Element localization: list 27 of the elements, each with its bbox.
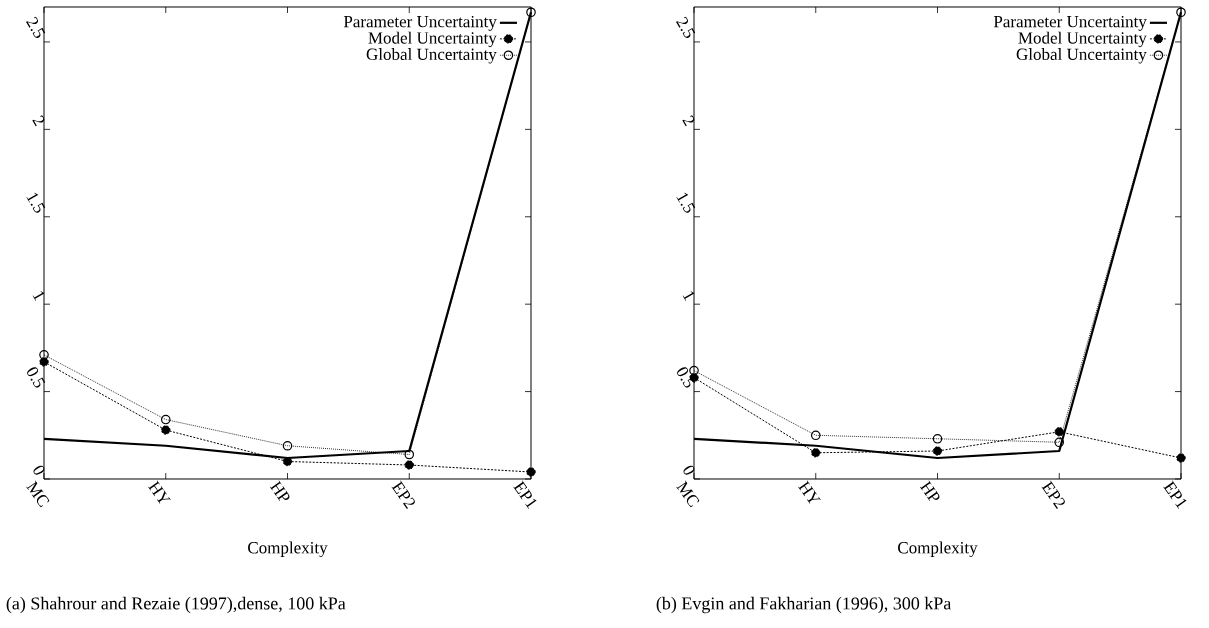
y-tick-label: 0.5: [27, 367, 46, 388]
x-tick-label: HP: [269, 480, 290, 501]
legend-label: Parameter Uncertainty: [993, 15, 1147, 31]
x-tick-label: HY: [148, 480, 171, 504]
y-tick-label: 1.5: [26, 192, 46, 213]
x-tick-label: MC: [676, 480, 700, 508]
legend-label: Model Uncertainty: [368, 31, 497, 48]
y-tick-label: 2.5: [26, 16, 46, 38]
legend-label: Parameter Uncertainty: [343, 15, 497, 31]
y-tick-label: 1.5: [676, 192, 696, 213]
x-tick-label: HY: [798, 480, 821, 504]
text: (b) Evgin and Fakharian (1996), 300 kPa: [656, 596, 952, 614]
y-tick-label: 2.5: [676, 16, 696, 38]
legend-label: Model Uncertainty: [1018, 31, 1147, 48]
x-tick-label: MC: [26, 480, 50, 508]
x-axis-title: Complexity: [248, 541, 328, 557]
y-tick-label: 1: [32, 291, 45, 302]
legend-label: Global Uncertainty: [366, 48, 497, 64]
y-tick-label: 2: [682, 115, 695, 127]
x-axis-title: Complexity: [898, 541, 978, 557]
legend-label: Global Uncertainty: [1016, 48, 1147, 64]
y-tick-label: 0: [683, 465, 695, 475]
y-tick-label: 2: [32, 115, 45, 127]
y-tick-label: 0: [33, 465, 45, 475]
text: (a) Shahrour and Rezaie (1997),dense, 100 kPa: [6, 596, 346, 614]
x-tick-label: HP: [919, 480, 940, 501]
y-tick-label: 1: [682, 291, 695, 302]
